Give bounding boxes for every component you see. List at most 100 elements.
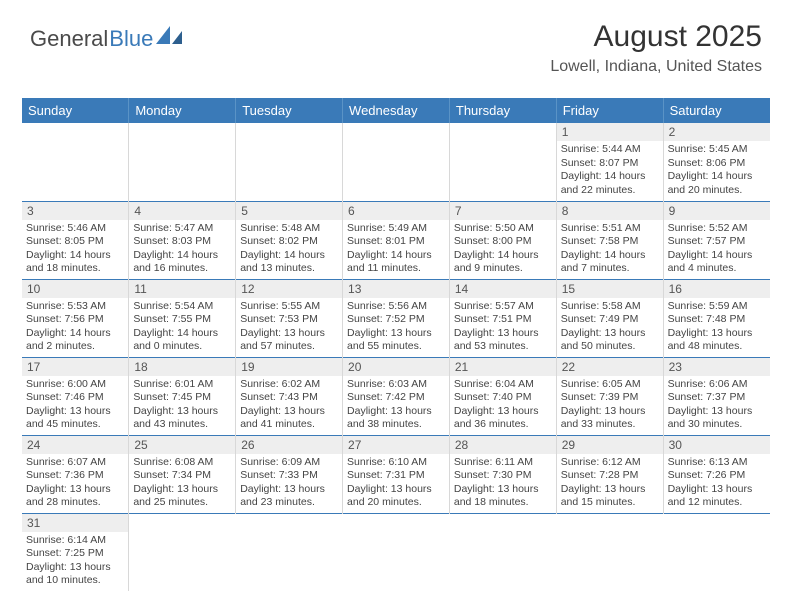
day-info-line: Sunset: 7:48 PM bbox=[668, 313, 766, 327]
day-info-line: and 28 minutes. bbox=[26, 496, 124, 510]
day-info: Sunrise: 6:14 AMSunset: 7:25 PMDaylight:… bbox=[22, 532, 128, 591]
day-number: 19 bbox=[236, 358, 342, 376]
calendar-day: 25Sunrise: 6:08 AMSunset: 7:34 PMDayligh… bbox=[129, 435, 236, 513]
day-info-line: Daylight: 13 hours bbox=[454, 483, 552, 497]
day-info-line: Daylight: 13 hours bbox=[240, 483, 338, 497]
day-number: 1 bbox=[557, 123, 663, 141]
day-info-line: Sunrise: 6:11 AM bbox=[454, 456, 552, 470]
weekday-header: Friday bbox=[556, 98, 663, 123]
calendar-day: 9Sunrise: 5:52 AMSunset: 7:57 PMDaylight… bbox=[663, 201, 770, 279]
day-info: Sunrise: 6:01 AMSunset: 7:45 PMDaylight:… bbox=[129, 376, 235, 435]
day-info-line: and 45 minutes. bbox=[26, 418, 124, 432]
day-info-line: Sunrise: 5:53 AM bbox=[26, 300, 124, 314]
day-info-line: Sunrise: 5:50 AM bbox=[454, 222, 552, 236]
day-info: Sunrise: 6:07 AMSunset: 7:36 PMDaylight:… bbox=[22, 454, 128, 513]
calendar-empty bbox=[129, 123, 236, 201]
day-info-line: Sunrise: 5:54 AM bbox=[133, 300, 231, 314]
day-info-line: Daylight: 13 hours bbox=[561, 405, 659, 419]
day-info-line: Sunrise: 6:02 AM bbox=[240, 378, 338, 392]
day-info-line: Sunset: 7:28 PM bbox=[561, 469, 659, 483]
weekday-header: Thursday bbox=[449, 98, 556, 123]
day-info-line: and 11 minutes. bbox=[347, 262, 445, 276]
day-info-line: Sunset: 7:53 PM bbox=[240, 313, 338, 327]
calendar-day: 22Sunrise: 6:05 AMSunset: 7:39 PMDayligh… bbox=[556, 357, 663, 435]
day-info-line: Daylight: 13 hours bbox=[668, 327, 766, 341]
day-number: 21 bbox=[450, 358, 556, 376]
calendar-day: 31Sunrise: 6:14 AMSunset: 7:25 PMDayligh… bbox=[22, 513, 129, 591]
day-info-line: Daylight: 14 hours bbox=[454, 249, 552, 263]
day-number: 27 bbox=[343, 436, 449, 454]
calendar-table: SundayMondayTuesdayWednesdayThursdayFrid… bbox=[22, 98, 770, 591]
day-number: 22 bbox=[557, 358, 663, 376]
day-info-line: Sunset: 7:43 PM bbox=[240, 391, 338, 405]
day-info-line: and 18 minutes. bbox=[454, 496, 552, 510]
logo-text-blue: Blue bbox=[109, 26, 153, 52]
logo: General Blue bbox=[30, 26, 182, 52]
day-info-line: Sunrise: 6:00 AM bbox=[26, 378, 124, 392]
day-number: 6 bbox=[343, 202, 449, 220]
day-info-line: Sunrise: 6:03 AM bbox=[347, 378, 445, 392]
day-info-line: Sunrise: 5:58 AM bbox=[561, 300, 659, 314]
day-info: Sunrise: 5:49 AMSunset: 8:01 PMDaylight:… bbox=[343, 220, 449, 279]
day-info-line: Daylight: 14 hours bbox=[133, 249, 231, 263]
calendar-empty bbox=[449, 123, 556, 201]
day-info-line: Daylight: 13 hours bbox=[240, 327, 338, 341]
day-number: 30 bbox=[664, 436, 770, 454]
calendar-day: 27Sunrise: 6:10 AMSunset: 7:31 PMDayligh… bbox=[343, 435, 450, 513]
calendar-day: 3Sunrise: 5:46 AMSunset: 8:05 PMDaylight… bbox=[22, 201, 129, 279]
calendar-day: 10Sunrise: 5:53 AMSunset: 7:56 PMDayligh… bbox=[22, 279, 129, 357]
day-info-line: Daylight: 13 hours bbox=[26, 405, 124, 419]
day-info: Sunrise: 5:53 AMSunset: 7:56 PMDaylight:… bbox=[22, 298, 128, 357]
calendar-week: 31Sunrise: 6:14 AMSunset: 7:25 PMDayligh… bbox=[22, 513, 770, 591]
calendar-head: SundayMondayTuesdayWednesdayThursdayFrid… bbox=[22, 98, 770, 123]
day-info-line: Sunset: 8:03 PM bbox=[133, 235, 231, 249]
day-info: Sunrise: 6:02 AMSunset: 7:43 PMDaylight:… bbox=[236, 376, 342, 435]
day-info-line: Sunrise: 5:49 AM bbox=[347, 222, 445, 236]
day-number: 28 bbox=[450, 436, 556, 454]
day-info: Sunrise: 5:48 AMSunset: 8:02 PMDaylight:… bbox=[236, 220, 342, 279]
day-number: 14 bbox=[450, 280, 556, 298]
calendar-day: 13Sunrise: 5:56 AMSunset: 7:52 PMDayligh… bbox=[343, 279, 450, 357]
day-info-line: Sunset: 8:00 PM bbox=[454, 235, 552, 249]
day-info: Sunrise: 5:47 AMSunset: 8:03 PMDaylight:… bbox=[129, 220, 235, 279]
day-info-line: Sunset: 7:46 PM bbox=[26, 391, 124, 405]
day-info-line: Sunset: 7:51 PM bbox=[454, 313, 552, 327]
day-info-line: and 53 minutes. bbox=[454, 340, 552, 354]
day-number: 3 bbox=[22, 202, 128, 220]
calendar-day: 24Sunrise: 6:07 AMSunset: 7:36 PMDayligh… bbox=[22, 435, 129, 513]
weekday-row: SundayMondayTuesdayWednesdayThursdayFrid… bbox=[22, 98, 770, 123]
day-number: 17 bbox=[22, 358, 128, 376]
day-info-line: Daylight: 14 hours bbox=[347, 249, 445, 263]
day-info-line: Sunset: 7:25 PM bbox=[26, 547, 124, 561]
day-info: Sunrise: 6:00 AMSunset: 7:46 PMDaylight:… bbox=[22, 376, 128, 435]
day-info-line: and 4 minutes. bbox=[668, 262, 766, 276]
calendar-day: 29Sunrise: 6:12 AMSunset: 7:28 PMDayligh… bbox=[556, 435, 663, 513]
day-info-line: and 2 minutes. bbox=[26, 340, 124, 354]
day-info: Sunrise: 5:55 AMSunset: 7:53 PMDaylight:… bbox=[236, 298, 342, 357]
day-info-line: Daylight: 14 hours bbox=[26, 327, 124, 341]
day-info: Sunrise: 5:50 AMSunset: 8:00 PMDaylight:… bbox=[450, 220, 556, 279]
calendar-day: 6Sunrise: 5:49 AMSunset: 8:01 PMDaylight… bbox=[343, 201, 450, 279]
day-info: Sunrise: 6:09 AMSunset: 7:33 PMDaylight:… bbox=[236, 454, 342, 513]
day-info: Sunrise: 5:45 AMSunset: 8:06 PMDaylight:… bbox=[664, 141, 770, 200]
day-info: Sunrise: 5:44 AMSunset: 8:07 PMDaylight:… bbox=[557, 141, 663, 200]
day-info-line: Sunset: 8:05 PM bbox=[26, 235, 124, 249]
calendar-week: 17Sunrise: 6:00 AMSunset: 7:46 PMDayligh… bbox=[22, 357, 770, 435]
day-info-line: Daylight: 13 hours bbox=[347, 327, 445, 341]
day-info-line: Sunset: 8:01 PM bbox=[347, 235, 445, 249]
day-info-line: Sunrise: 5:52 AM bbox=[668, 222, 766, 236]
calendar-empty bbox=[449, 513, 556, 591]
calendar-empty bbox=[343, 123, 450, 201]
day-info-line: Daylight: 13 hours bbox=[668, 405, 766, 419]
calendar-day: 12Sunrise: 5:55 AMSunset: 7:53 PMDayligh… bbox=[236, 279, 343, 357]
day-number: 13 bbox=[343, 280, 449, 298]
day-info-line: Sunset: 7:36 PM bbox=[26, 469, 124, 483]
day-info-line: and 30 minutes. bbox=[668, 418, 766, 432]
day-info: Sunrise: 5:56 AMSunset: 7:52 PMDaylight:… bbox=[343, 298, 449, 357]
day-info-line: Daylight: 14 hours bbox=[561, 249, 659, 263]
weekday-header: Monday bbox=[129, 98, 236, 123]
day-info-line: Sunrise: 5:45 AM bbox=[668, 143, 766, 157]
day-number: 31 bbox=[22, 514, 128, 532]
day-info: Sunrise: 5:51 AMSunset: 7:58 PMDaylight:… bbox=[557, 220, 663, 279]
day-info-line: Sunrise: 6:06 AM bbox=[668, 378, 766, 392]
